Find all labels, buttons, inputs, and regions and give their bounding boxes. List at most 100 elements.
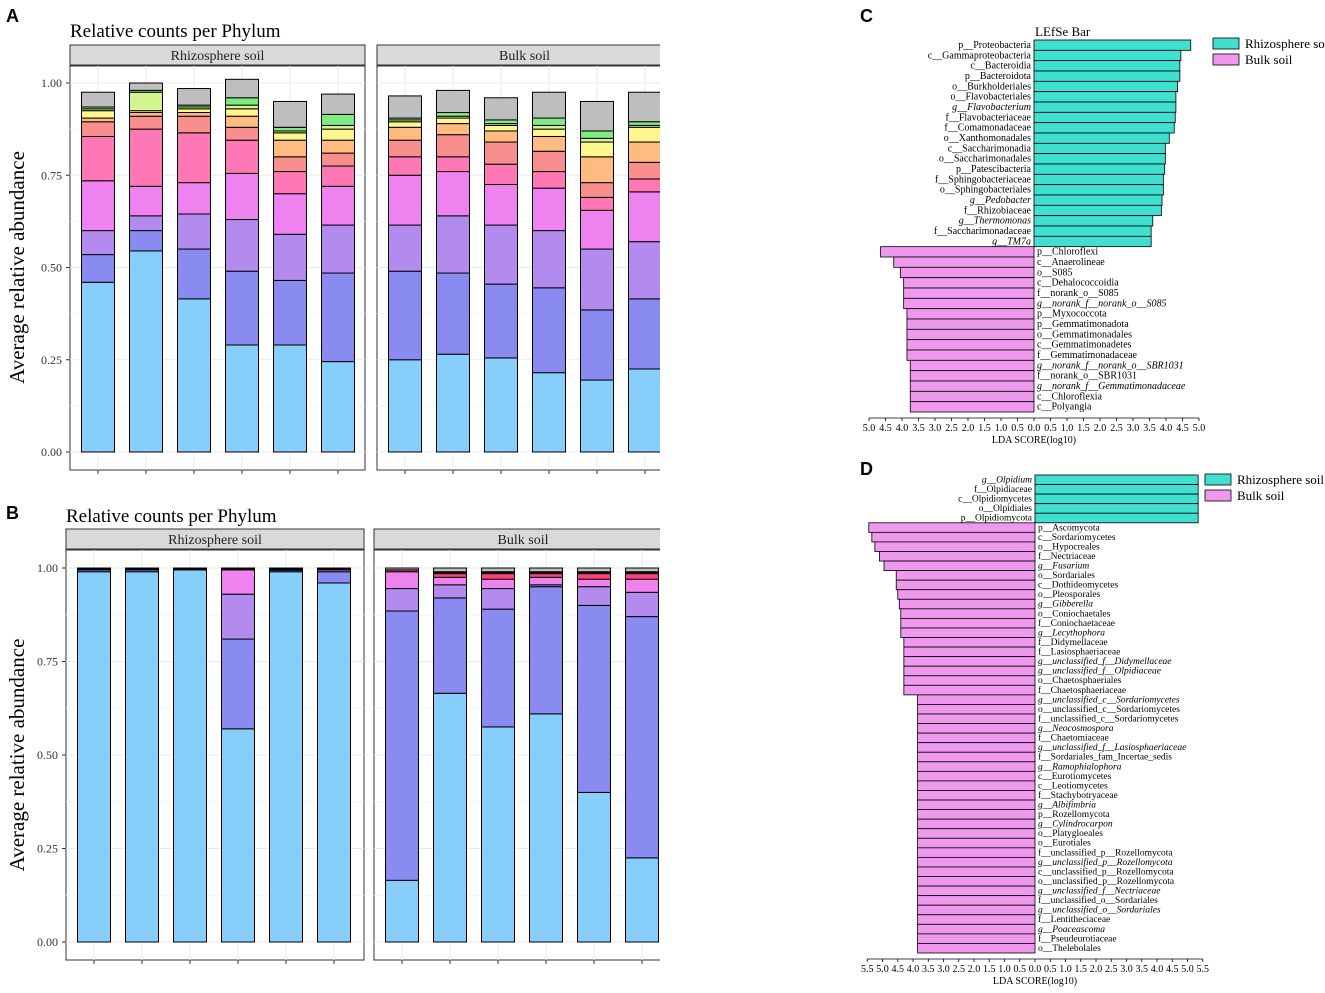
bar-bulk	[917, 904, 1036, 916]
bar-bulk	[903, 637, 1036, 648]
bar-segment-acidobacteriota	[225, 270, 259, 346]
bar-segment-latescibacterota	[628, 121, 660, 126]
bar-segment-bacteroidota	[273, 171, 307, 195]
bar-segment-methylomirabilota	[225, 115, 259, 128]
feature-label: o__unclassified_p__Rozellomycota	[1038, 876, 1175, 887]
x-tick-label: 2.0	[968, 964, 981, 975]
bar-bulk	[906, 349, 1035, 361]
feature-label: p__Ascomycota	[1038, 523, 1101, 533]
legend-swatch	[1204, 473, 1232, 486]
bar-bulk	[880, 246, 1035, 258]
bar-segment-bacteroidota	[129, 128, 163, 187]
feature-label: g__Gibberella	[1038, 600, 1093, 610]
bar-rhizosphere	[1033, 49, 1182, 62]
feature-label: p__Olpidiomycota	[961, 514, 1033, 524]
bar-segment-methylomirabilota	[532, 136, 566, 152]
x-axis-label: LDA SCORE(log10)	[993, 976, 1077, 987]
feature-label: o__Coniochaetales	[1038, 609, 1111, 619]
bar-bulk	[895, 579, 1036, 591]
bar-bulk	[879, 551, 1036, 562]
feature-label: c__Bacteroidia	[970, 61, 1031, 72]
bar-segment-proteobacteria	[628, 368, 660, 453]
bar-segment-myxococcota	[436, 117, 470, 125]
panel-label: A	[6, 6, 19, 26]
bar-segment-others	[625, 567, 659, 573]
bar-segment-bacteroidota	[81, 136, 115, 182]
bar-bulk	[917, 876, 1036, 887]
bar-bulk	[893, 256, 1035, 268]
x-tick-label: 3.0	[937, 964, 950, 975]
bar-bulk	[900, 617, 1036, 629]
bar-bulk	[874, 541, 1036, 552]
bar-segment-acidobacteriota	[321, 272, 355, 363]
feature-label: o__Sphingobacteriales	[940, 185, 1031, 196]
feature-label: o__Thelebolales	[1038, 944, 1101, 954]
feature-label: f__Didymellaceae	[1038, 637, 1108, 648]
feature-label: f__norank_o__S085	[1037, 288, 1119, 299]
legend-swatch	[1212, 53, 1240, 66]
bar-bulk	[898, 598, 1036, 610]
feature-label: f__Saccharimonadaceae	[934, 226, 1032, 237]
bar-bulk	[909, 390, 1035, 403]
bar-rhizosphere	[1033, 153, 1166, 165]
bar-segment-basidiomycota	[433, 576, 467, 586]
bar-bulk	[903, 646, 1036, 658]
bar-segment-latescibacterota	[484, 119, 518, 125]
bar-segment-latescibacterota	[436, 112, 470, 117]
feature-label: c__Chloroflexia	[1037, 391, 1103, 402]
feature-label: g__unclassified_p__Rozellomycota	[1038, 857, 1173, 868]
x-tick-label: 4.0	[907, 964, 920, 975]
bar-segment-bacteroidota	[484, 163, 518, 185]
bar-segment-others	[628, 91, 660, 123]
bar-rhizosphere	[1033, 91, 1177, 103]
feature-label: f__Sphingobacteriaceae	[935, 174, 1032, 185]
bar-segment-others	[388, 95, 422, 119]
legend-label: Bulk soil	[1245, 52, 1293, 67]
bar-rhizosphere	[1034, 474, 1199, 485]
bar-segment-gemmatimonadota	[532, 150, 566, 173]
bar-bulk	[917, 914, 1036, 925]
bar-segment-myxococcota	[628, 126, 660, 143]
bar-bulk	[895, 570, 1036, 581]
facet-label: Bulk soil	[499, 49, 550, 64]
bar-segment-actinobacteriota	[580, 209, 614, 250]
bar-segment-gemmatimonadota	[177, 115, 211, 134]
feature-label: o__unclassified_c__Sordariomycetes	[1038, 704, 1180, 715]
bar-segment-methylomirabilota	[81, 117, 115, 123]
bar-bulk	[903, 656, 1036, 667]
feature-label: o__Eurotiales	[1038, 839, 1091, 849]
bar-segment-chloroflexi	[129, 215, 163, 232]
chart-title: LEfSe Bar	[1035, 24, 1091, 39]
feature-label: c__Gemmatimonadetes	[1037, 340, 1132, 351]
bar-bulk	[883, 560, 1036, 572]
bar-bulk	[917, 837, 1036, 849]
bar-segment-chloroflexi	[273, 233, 307, 281]
bar-segment-chloroflexi	[532, 230, 566, 289]
bar-segment-bacteroidota	[628, 178, 660, 193]
feature-label: c__Sordariomycetes	[1038, 533, 1116, 543]
y-tick-label: 1.00	[41, 76, 62, 90]
feature-label: o__Hypocreales	[1038, 542, 1100, 552]
bar-segment-actinobacteriota	[484, 183, 518, 226]
bar-segment-gemmatimonadota	[81, 121, 115, 138]
feature-label: p__Bacteroidota	[965, 71, 1032, 82]
bar-bulk	[917, 828, 1036, 839]
x-tick-label: 2.0	[1090, 964, 1103, 975]
feature-label: o__Saccharimonadales	[939, 154, 1031, 165]
bar-segment-patescibacteria	[321, 124, 355, 130]
bar-segment-rozellomycota	[481, 573, 515, 580]
bar-bulk	[917, 742, 1036, 753]
x-tick-label: 2.5	[953, 964, 966, 975]
bar-rhizosphere	[1033, 80, 1178, 93]
bar-segment-methylomirabilota	[321, 139, 355, 154]
x-tick-label: 4.0	[1160, 423, 1173, 434]
facet-label: Rhizosphere soil	[168, 533, 262, 548]
bar-bulk	[917, 847, 1036, 858]
bar-segment-myxococcota	[225, 108, 259, 117]
legend-swatch	[1212, 37, 1240, 50]
bar-bulk	[917, 809, 1036, 820]
bar-bulk	[897, 589, 1036, 600]
bar-segment-myxococcota	[532, 128, 566, 138]
bar-segment-methylomirabilota	[177, 112, 211, 117]
